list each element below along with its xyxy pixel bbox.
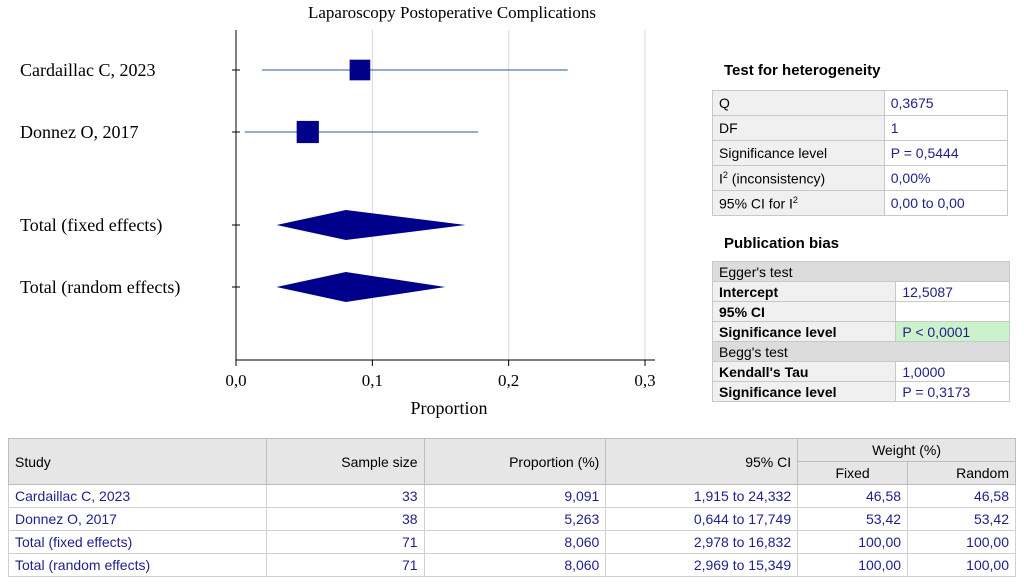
row-ci: 0,644 to 17,749 [605, 507, 799, 531]
heterogeneity-row: DF 1 [712, 115, 1009, 141]
row-proportion: 5,263 [423, 507, 607, 531]
study-label: Donnez O, 2017 [20, 122, 138, 142]
heterogeneity-label: 95% CI for I2 [712, 190, 885, 216]
chart-title: Laparoscopy Postoperative Complications [308, 3, 596, 22]
x-tick-label: 0,3 [634, 371, 655, 390]
begg-sig-label: Significance level [711, 381, 897, 402]
row-weight-random: 100,00 [907, 530, 1016, 554]
heterogeneity-label: DF [712, 115, 885, 141]
study-label: Total (random effects) [20, 277, 180, 298]
row-weight-fixed: 53,42 [797, 507, 909, 531]
row-weight-random: 100,00 [907, 553, 1016, 577]
row-weight-fixed: 100,00 [797, 553, 909, 577]
row-weight-fixed: 100,00 [797, 530, 909, 554]
row-ci: 1,915 to 24,332 [605, 484, 799, 508]
row-weight-random: 46,58 [907, 484, 1016, 508]
egger-title: Egger's test [712, 261, 1010, 282]
col-weight: Weight (%) [797, 438, 1016, 462]
row-weight-fixed: 46,58 [797, 484, 909, 508]
study-label: Total (fixed effects) [20, 215, 162, 236]
heterogeneity-row: I2 (inconsistency) 0,00% [712, 165, 1009, 191]
row-study: Cardaillac C, 2023 [8, 484, 267, 508]
table-row: Total (fixed effects) 71 8,060 2,978 to 16,… [8, 530, 1016, 554]
egger-intercept-label: Intercept [711, 281, 897, 302]
x-tick-label: 0,2 [498, 371, 519, 390]
x-axis-label: Proportion [410, 398, 487, 418]
egger-intercept-value: 12,5087 [895, 281, 1010, 302]
begg-tau-label: Kendall's Tau [711, 361, 897, 382]
results-table: Study Sample size Proportion (%) 95% CI … [8, 438, 1016, 577]
table-row: Cardaillac C, 2023 33 9,091 1,915 to 24,332… [8, 484, 1016, 508]
pooled-diamond [276, 210, 466, 240]
heterogeneity-label: I2 (inconsistency) [712, 165, 885, 191]
row-ci: 2,978 to 16,832 [605, 530, 799, 554]
heterogeneity-row: Q 0,3675 [712, 90, 1009, 116]
col-study: Study [8, 438, 267, 485]
egger-sig-value: P < 0,0001 [895, 321, 1010, 342]
begg-title: Begg's test [712, 341, 1010, 362]
heterogeneity-value: 0,3675 [883, 90, 1009, 116]
heterogeneity-row: 95% CI for I2 0,00 to 0,00 [712, 190, 1009, 216]
publication-bias-header: Publication bias [724, 235, 840, 252]
row-ci: 2,969 to 15,349 [605, 553, 799, 577]
begg-tau-value: 1,0000 [895, 361, 1010, 382]
col-sample-size: Sample size [265, 438, 425, 485]
study-marker [349, 59, 371, 81]
col-proportion: Proportion (%) [423, 438, 607, 485]
egger-sig-label: Significance level [711, 321, 897, 342]
forest-plot: Laparoscopy Postoperative Complications … [20, 3, 656, 418]
row-proportion: 8,060 [423, 553, 607, 577]
x-tick-label: 0,0 [225, 371, 246, 390]
egger-ci-label: 95% CI [711, 301, 897, 322]
col-ci: 95% CI [605, 438, 799, 485]
heterogeneity-value: 1 [883, 115, 1009, 141]
pooled-diamond [276, 272, 446, 302]
row-study: Total (fixed effects) [8, 530, 267, 554]
x-tick-label: 0,1 [362, 371, 383, 390]
col-weight-random: Random [907, 461, 1016, 485]
row-weight-random: 53,42 [907, 507, 1016, 531]
table-row: Donnez O, 2017 38 5,263 0,644 to 17,749 53,4… [8, 507, 1016, 531]
heterogeneity-row: Significance level P = 0,5444 [712, 140, 1009, 166]
row-proportion: 8,060 [423, 530, 607, 554]
egger-ci-value [895, 301, 1010, 322]
heterogeneity-value: P = 0,5444 [883, 140, 1009, 166]
heterogeneity-table: Q 0,3675 DF 1 Significance level P = 0,5444 I2… [712, 90, 1009, 216]
row-study: Donnez O, 2017 [8, 507, 267, 531]
begg-sig-value: P = 0,3173 [895, 381, 1010, 402]
study-label: Cardaillac C, 2023 [20, 60, 155, 80]
heterogeneity-label: Significance level [712, 140, 885, 166]
row-proportion: 9,091 [423, 484, 607, 508]
study-marker [296, 120, 319, 144]
heterogeneity-value: 0,00 to 0,00 [883, 190, 1009, 216]
heterogeneity-label: Q [712, 90, 885, 116]
heterogeneity-value: 0,00% [883, 165, 1009, 191]
row-sample-size: 38 [265, 507, 425, 531]
col-weight-fixed: Fixed [797, 461, 909, 485]
row-sample-size: 71 [265, 553, 425, 577]
row-study: Total (random effects) [8, 553, 267, 577]
table-row: Total (random effects) 71 8,060 2,969 to 15… [8, 553, 1016, 577]
row-sample-size: 33 [265, 484, 425, 508]
row-sample-size: 71 [265, 530, 425, 554]
heterogeneity-header: Test for heterogeneity [724, 62, 881, 79]
publication-bias-table: Egger's test Intercept 12,5087 95% CI Sig… [711, 261, 1010, 402]
